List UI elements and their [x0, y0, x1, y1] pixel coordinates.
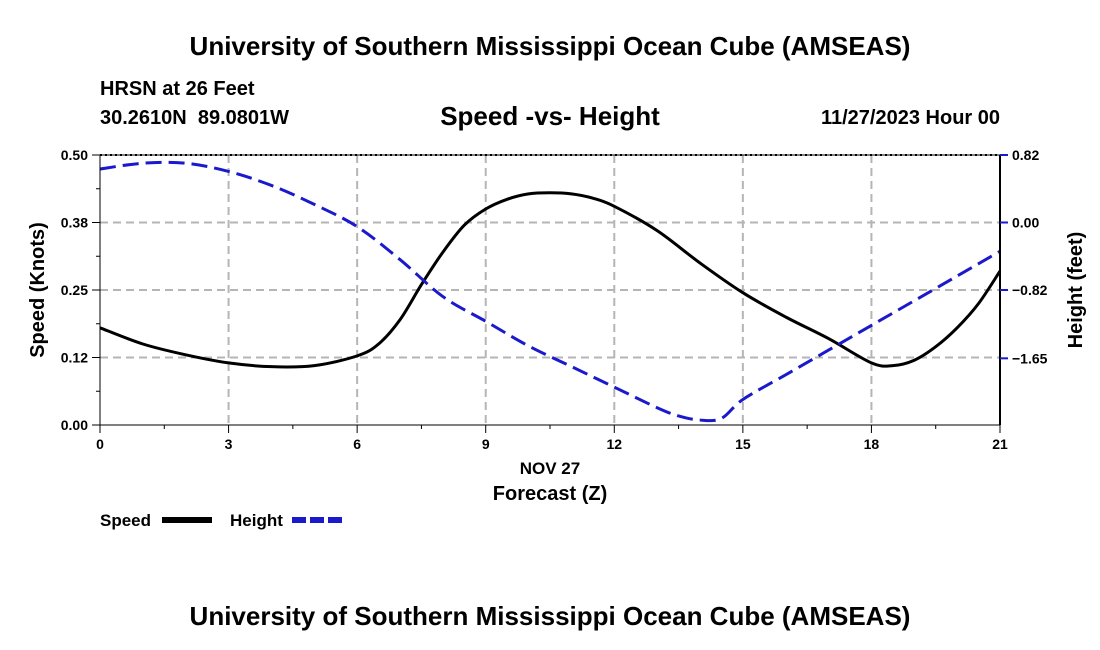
y-axis-label-left: Speed (Knots): [27, 222, 49, 358]
date-label: NOV 27: [520, 459, 580, 478]
x-tick-label: 21: [992, 436, 1008, 452]
x-tick-label: 18: [864, 436, 880, 452]
chart-subtitle: Speed -vs- Height: [440, 101, 660, 131]
series-line-height: [99, 160, 1001, 423]
y-right-tick-label: 0.00: [1012, 215, 1039, 231]
legend-speed-label: Speed: [100, 511, 151, 530]
forecast-datetime: 11/27/2023 Hour 00: [821, 107, 1000, 129]
y-left-tick-label: 0.25: [61, 282, 88, 298]
y-left-tick-label: 0.50: [61, 147, 88, 163]
x-axis-label: Forecast (Z): [493, 483, 607, 505]
y-left-tick-label: 0.00: [61, 417, 88, 433]
grid-lines: [100, 155, 1000, 425]
right-tick-labels: 0.82 0.00 −0.82 −1.65: [1012, 147, 1048, 366]
y-right-tick-label: −1.65: [1012, 350, 1048, 366]
footer-title: University of Southern Mississippi Ocean…: [190, 601, 911, 631]
x-tick-label: 3: [225, 436, 233, 452]
station-coordinates: 30.2610N 89.0801W: [100, 107, 289, 129]
legend: Speed Height: [100, 511, 342, 530]
series-lines: [99, 160, 1002, 423]
x-tick-label: 0: [96, 436, 104, 452]
x-tick-label: 9: [482, 436, 490, 452]
y-axis-label-right: Height (feet): [1065, 232, 1087, 349]
series-line-speed: [99, 191, 1002, 369]
x-tick-label: 6: [353, 436, 361, 452]
y-right-tick-label: 0.82: [1012, 147, 1039, 163]
legend-height-label: Height: [230, 511, 283, 530]
y-left-tick-label: 0.38: [61, 215, 88, 231]
axis-ticks: [92, 154, 1008, 433]
station-label: HRSN at 26 Feet: [100, 78, 255, 100]
y-right-tick-label: −0.82: [1012, 282, 1048, 298]
chart-title: University of Southern Mississippi Ocean…: [190, 31, 911, 61]
y-left-tick-label: 0.12: [61, 350, 88, 366]
left-tick-labels: 0.00 0.12 0.25 0.38 0.50: [61, 147, 88, 433]
x-tick-labels: 0 3 6 9 12 15 18 21: [96, 436, 1008, 452]
x-tick-label: 15: [735, 436, 751, 452]
x-tick-label: 12: [606, 436, 622, 452]
